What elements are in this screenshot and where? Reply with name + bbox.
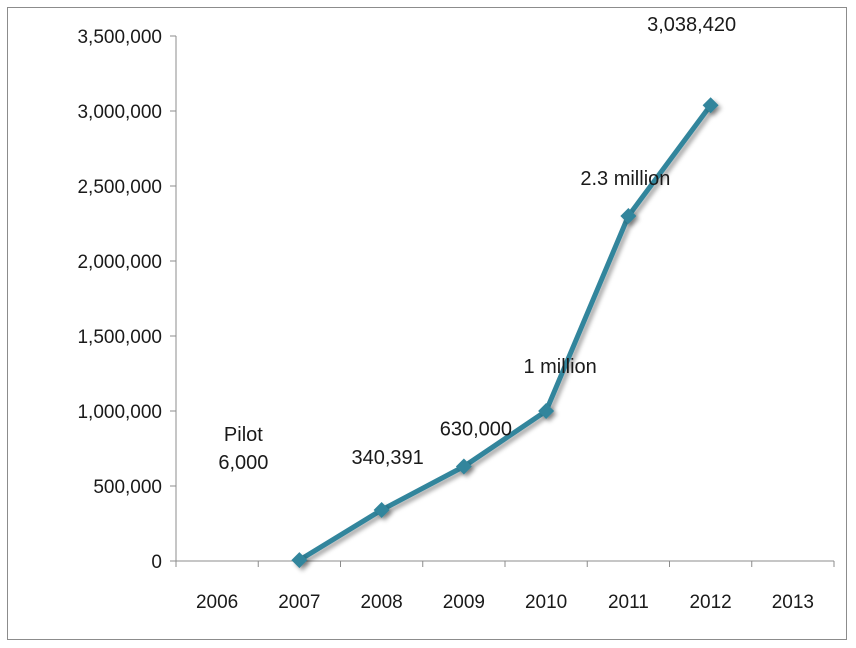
y-tick-label: 3,000,000	[77, 102, 162, 123]
data-point-marker	[455, 458, 472, 475]
data-point-marker	[702, 97, 719, 114]
x-tick-label: 2011	[608, 592, 649, 613]
y-tick-label: 2,000,000	[77, 252, 162, 273]
data-point-marker	[373, 501, 390, 518]
data-labels: Pilot 6,000 340,391 630,000 1 million 2.3 mil…	[218, 0, 736, 474]
x-tick-label: 2006	[196, 592, 238, 613]
data-markers	[291, 97, 719, 569]
y-tick-label: 0	[151, 552, 162, 573]
data-label: 2012:	[667, 0, 717, 4]
x-tick-label: 2013	[772, 592, 814, 613]
data-label: 2.3 million	[580, 168, 670, 190]
tick-labels: 0 500,000 1,000,000 1,500,000 2,000,000 2,500…	[77, 27, 814, 613]
data-label: 340,391	[351, 447, 423, 469]
y-tick-label: 1,500,000	[77, 327, 162, 348]
axes	[170, 35, 835, 567]
y-tick-label: 3,500,000	[77, 27, 162, 48]
data-label: 3,038,420	[647, 14, 736, 36]
data-label: 1 million	[523, 356, 596, 378]
x-tick-label: 2008	[360, 592, 402, 613]
x-tick-label: 2012	[689, 592, 731, 613]
data-point-marker	[291, 552, 308, 569]
x-tick-label: 2007	[278, 592, 320, 613]
y-tick-label: 500,000	[93, 477, 162, 498]
y-tick-label: 2,500,000	[77, 177, 162, 198]
series-line	[296, 102, 714, 563]
data-label: Pilot	[224, 424, 263, 446]
y-tick-label: 1,000,000	[77, 402, 162, 423]
series-polyline	[296, 102, 714, 563]
data-label: 6,000	[218, 452, 268, 474]
data-point-marker	[620, 208, 637, 224]
x-tick-label: 2010	[525, 592, 567, 613]
data-point-marker	[538, 403, 555, 419]
data-label: 630,000	[440, 419, 512, 441]
x-tick-label: 2009	[443, 592, 485, 613]
